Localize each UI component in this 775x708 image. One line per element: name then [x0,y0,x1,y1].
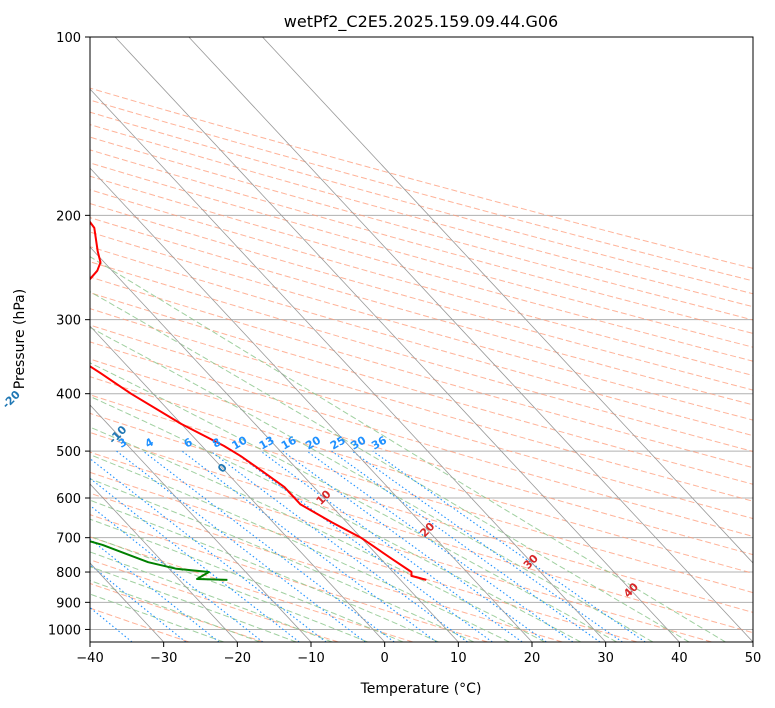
temperature-line [90,220,427,581]
isotherm-line [90,404,312,642]
dry-adiabat [90,261,753,452]
y-axis-title: Pressure (hPa) [12,289,28,389]
x-tick-label: −10 [297,651,324,666]
dry-adiabat [90,246,753,437]
isotherm-line [90,483,238,642]
moist-adiabat [90,395,582,642]
moist-adiabat [90,291,690,642]
dry-adiabat [90,471,638,642]
moist-adiabat [90,551,333,642]
moist-adiabat [90,535,368,642]
isotherm-line [114,37,680,642]
moist-adiabat [90,478,475,642]
dry-adiabat [90,162,753,348]
chart-title: wetPf2_C2E5.2025.159.09.44.G06 [284,12,558,32]
x-axis-ticks: −40 −30 −20 −10 0 10 20 30 40 50 [76,642,761,666]
x-tick-label: −20 [224,651,251,666]
profile-series [90,220,427,581]
x-tick-label: 20 [524,651,541,666]
x-tick-label: 10 [450,651,467,666]
y-tick-label: 300 [56,314,81,329]
y-tick-label: 900 [56,596,81,611]
dry-adiabat [90,124,753,308]
moist-adiabats [90,256,726,642]
x-axis-title: Temperature (°C) [360,681,482,697]
mixing-ratio-line [90,538,220,642]
moist-adiabat [90,579,261,642]
mixing-ratio-line [306,450,574,642]
mixing-ratio-line [331,450,601,642]
y-tick-label: 800 [56,566,81,581]
moist-adiabat [90,256,726,642]
plot-frame [89,36,754,643]
dry-adiabat [90,492,563,642]
y-tick-label: 700 [56,532,81,547]
moist-adiabat [90,454,510,642]
mixing-ratio-line [351,450,623,642]
x-tick-label: 30 [597,651,614,666]
moist-adiabat [90,326,654,642]
moist-adiabat [90,518,404,642]
x-tick-label: 0 [381,651,389,666]
y-tick-label: 100 [56,31,81,46]
x-tick-label: 50 [745,651,762,666]
y-tick-label: 200 [56,209,81,224]
y-tick-label: 500 [56,445,81,460]
dry-adiabat [90,324,753,520]
y-tick-label: 400 [56,388,81,403]
mixing-ratio-line [282,450,547,642]
dry-adiabat [90,217,753,406]
plot-background [90,37,753,642]
isotherm-line [90,325,385,642]
y-tick-label: 600 [56,492,81,507]
isotherm-line [188,37,753,642]
isotherm-line [90,167,533,642]
isotherm-line [262,37,753,564]
dry-adiabat [90,412,753,613]
dry-adiabat [90,394,753,594]
mixing-ratio-line [90,606,133,642]
dry-adiabat [90,136,753,321]
mixing-ratio-line [90,458,327,642]
mixing-ratio-line [116,450,366,642]
mixing-ratio-line [142,450,395,642]
x-tick-label: −30 [150,651,177,666]
moist-adiabat [90,426,546,642]
y-tick-label: 1000 [48,623,81,638]
mixing-ratio-line [260,450,523,642]
dry-adiabat [90,431,753,634]
y-axis-ticks: 100 200 300 400 500 600 700 800 900 1000 [48,31,90,638]
isotherm-line [90,88,606,642]
dry-adiabat [90,175,753,362]
dry-adiabat [90,203,753,391]
moist-adiabat [90,593,224,642]
dry-adiabat [90,536,414,642]
moist-adiabat [90,566,297,642]
dry-adiabats [90,87,753,642]
x-tick-label: 40 [671,651,688,666]
isotherm-label: -20 [0,388,23,411]
dry-adiabat [90,341,753,537]
x-tick-label: −40 [76,651,103,666]
